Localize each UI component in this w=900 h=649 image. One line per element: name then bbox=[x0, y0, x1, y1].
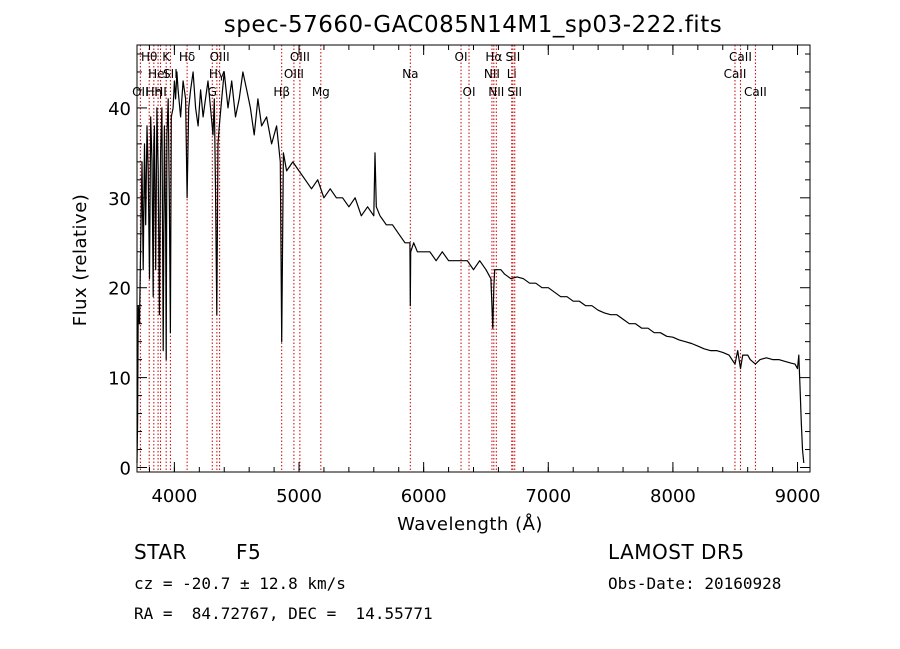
line-marker-label: G bbox=[208, 85, 217, 99]
line-marker-label: NII bbox=[484, 67, 500, 81]
chart-title: spec-57660-GAC085N14M1_sp03-222.fits bbox=[224, 12, 722, 38]
line-marker-label: OIII bbox=[290, 50, 310, 64]
line-marker-label: OIII bbox=[210, 50, 230, 64]
x-tick-label: 6000 bbox=[401, 486, 447, 507]
y-tick-label: 10 bbox=[108, 369, 131, 390]
line-marker-label: OIII bbox=[284, 67, 304, 81]
survey-name: LAMOST DR5 bbox=[608, 540, 745, 564]
line-marker-label: CaII bbox=[744, 85, 767, 99]
spectrum-layer bbox=[136, 71, 805, 464]
line-marker-label: HeI bbox=[148, 67, 168, 81]
line-marker-layer: OIIHθHηHeIHIKSIIHδGHγOIIIHβOIIIOIIIMgNaO… bbox=[132, 45, 767, 472]
object-subclass: F5 bbox=[236, 540, 262, 564]
line-marker-label: Li bbox=[507, 67, 517, 81]
line-marker-label: CaII bbox=[724, 67, 747, 81]
x-tick-label: 4000 bbox=[151, 486, 197, 507]
plot-frame bbox=[136, 44, 811, 473]
line-marker-label: OI bbox=[455, 50, 468, 64]
x-axis-label: Wavelength (Å) bbox=[397, 513, 543, 535]
line-marker-label: Hθ bbox=[141, 50, 157, 64]
line-marker-label: Hγ bbox=[209, 67, 225, 81]
y-tick-label: 20 bbox=[108, 279, 131, 300]
line-marker-label: Mg bbox=[312, 85, 330, 99]
y-tick-label: 40 bbox=[108, 99, 131, 120]
x-tick-label: 7000 bbox=[525, 486, 571, 507]
line-marker-label: Hβ bbox=[273, 85, 290, 99]
line-marker-label: OI bbox=[463, 85, 476, 99]
line-marker-label: SII bbox=[163, 67, 178, 81]
spectrum-line bbox=[136, 71, 805, 464]
line-marker-label: Hα bbox=[485, 50, 502, 64]
line-marker-label: SII bbox=[507, 85, 522, 99]
coordinates: RA = 84.72767, DEC = 14.55771 bbox=[134, 604, 433, 623]
line-marker-label: NII bbox=[488, 85, 504, 99]
axes-layer: 4000 5000 6000 7000 8000 9000 0 10 20 30 40 bbox=[108, 44, 821, 507]
x-tick-label: 9000 bbox=[775, 486, 821, 507]
line-marker-label: K bbox=[162, 50, 171, 64]
line-marker-label: OII bbox=[132, 85, 149, 99]
y-tick-label: 0 bbox=[120, 459, 131, 480]
line-marker-label: Na bbox=[402, 67, 418, 81]
y-tick-label: 30 bbox=[108, 189, 131, 210]
line-marker-label: HI bbox=[154, 85, 167, 99]
redshift-velocity: cz = -20.7 ± 12.8 km/s bbox=[134, 574, 346, 593]
line-marker-label: CaII bbox=[729, 50, 752, 64]
x-tick-label: 8000 bbox=[650, 486, 696, 507]
line-marker-label: Hδ bbox=[179, 50, 195, 64]
x-tick-label: 5000 bbox=[276, 486, 322, 507]
observation-date: Obs-Date: 20160928 bbox=[608, 574, 782, 593]
line-marker-label: SII bbox=[506, 50, 521, 64]
spectrum-chart: spec-57660-GAC085N14M1_sp03-222.fits OII… bbox=[70, 12, 821, 535]
object-class: STAR bbox=[134, 540, 187, 564]
y-axis-label: Flux (relative) bbox=[70, 194, 91, 327]
